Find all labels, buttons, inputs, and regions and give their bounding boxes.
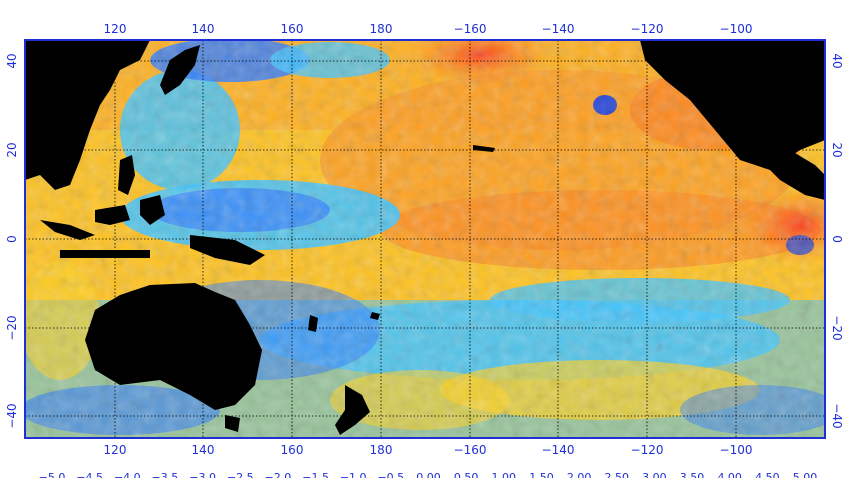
graticule [25,40,825,438]
lon-tick-top: 140 [192,22,215,36]
lat-tick-left: 0 [5,235,19,243]
colorbar-label: −1.5 [302,471,329,478]
lon-tick-bottom: 120 [104,443,127,457]
lat-ticks-right: 40 20 0 −20 −40 [830,53,844,428]
colorbar-label: 1.00 [492,471,517,478]
lat-tick-right: 20 [830,142,844,157]
lat-tick-left: 20 [5,142,19,157]
lon-tick-top: −120 [631,22,664,36]
colorbar-label: −5.0 [39,471,66,478]
colorbar-label: −3.5 [152,471,179,478]
colorbar-label: 3.50 [680,471,705,478]
lon-ticks-top: 120 140 160 180 −160 −140 −120 −100 [104,22,753,36]
lon-tick-bottom: −140 [542,443,575,457]
colorbar-label: 1.50 [529,471,554,478]
lat-tick-right: 0 [830,235,844,243]
lat-tick-left: 40 [5,53,19,68]
lat-tick-right: 40 [830,53,844,68]
lon-tick-bottom: −120 [631,443,664,457]
colorbar-label: −2.0 [265,471,292,478]
colorbar-label: 5.00 [793,471,818,478]
colorbar-label: 0.50 [454,471,479,478]
lon-tick-bottom: 180 [370,443,393,457]
lon-tick-bottom: −100 [720,443,753,457]
lon-tick-bottom: −160 [454,443,487,457]
ocean-field [25,40,825,438]
colorbar-label: 2.50 [605,471,630,478]
lon-tick-top: 180 [370,22,393,36]
lon-tick-bottom: 160 [281,443,304,457]
lon-tick-top: −160 [454,22,487,36]
land-masses [25,40,825,435]
colorbar-labels: −5.0 −4.5 −4.0 −3.5 −3.0 −2.5 −2.0 −1.5 −1.0 −0.5… [39,471,818,478]
colorbar-label: −3.0 [189,471,216,478]
colorbar-label: −1.0 [340,471,367,478]
colorbar-label: −2.5 [227,471,254,478]
lat-tick-right: −20 [830,315,844,340]
colorbar-label: −0.5 [377,471,404,478]
lon-tick-bottom: 140 [192,443,215,457]
lon-tick-top: −140 [542,22,575,36]
lon-tick-top: 160 [281,22,304,36]
lon-ticks-bottom: 120 140 160 180 −160 −140 −120 −100 [104,443,753,457]
lon-tick-top: 120 [104,22,127,36]
lat-tick-right: −40 [830,403,844,428]
colorbar-label: 2.00 [567,471,592,478]
colorbar-label: 4.00 [717,471,742,478]
map-frame [24,39,826,439]
colorbar-label: −4.0 [114,471,141,478]
lat-tick-left: −20 [5,315,19,340]
lat-tick-left: −40 [5,403,19,428]
lon-tick-top: −100 [720,22,753,36]
colorbar-label: 3.00 [642,471,667,478]
lat-ticks-left: 40 20 0 −20 −40 [5,53,19,428]
colorbar-label: 4.50 [755,471,780,478]
colorbar-label: 0.00 [416,471,441,478]
colorbar-label: −4.5 [76,471,103,478]
